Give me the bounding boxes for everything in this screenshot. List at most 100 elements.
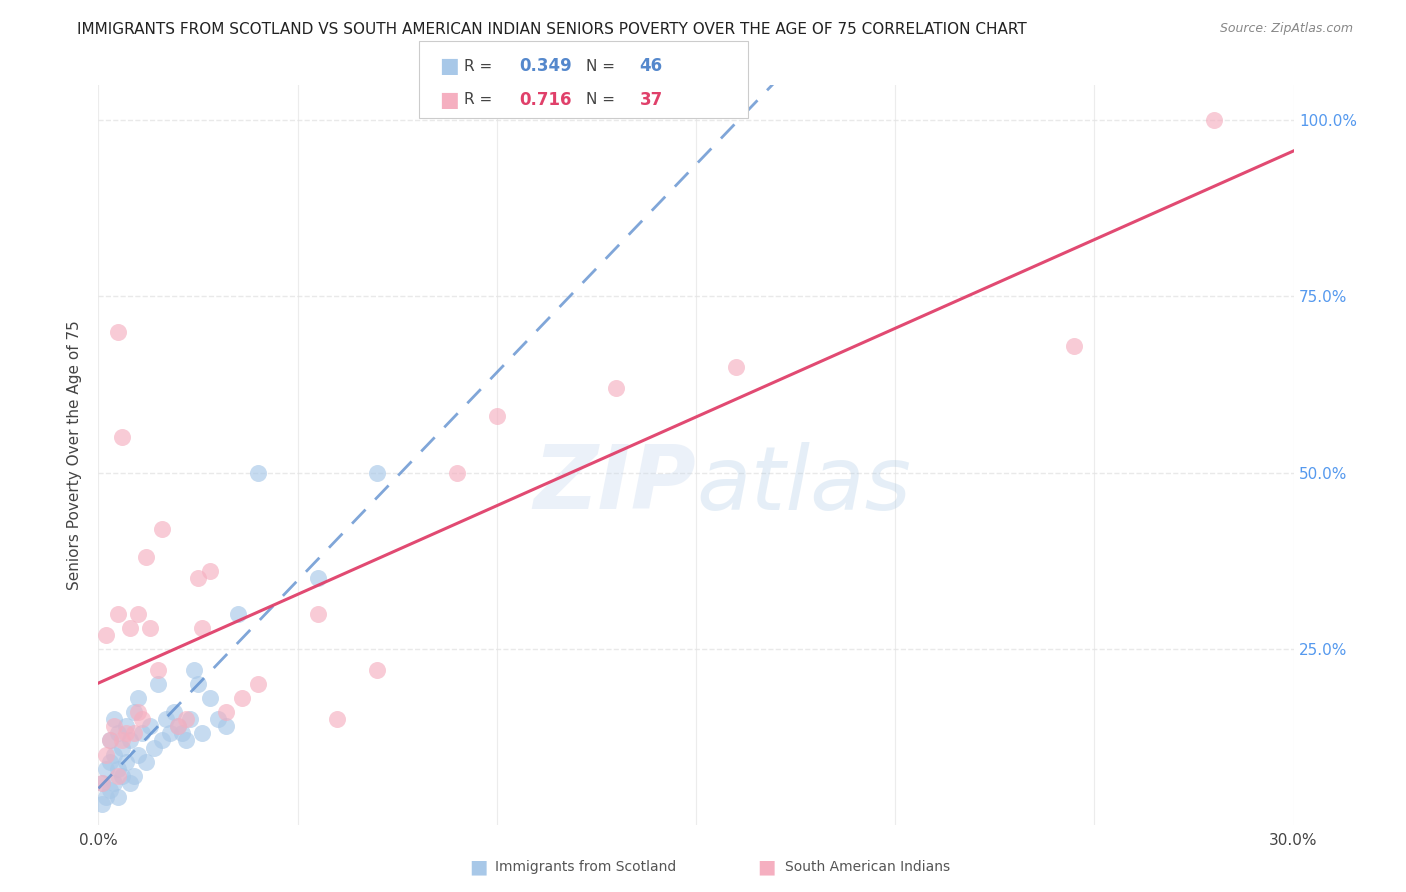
Point — [724, 359, 747, 374]
Text: ■: ■ — [468, 857, 488, 877]
Text: R =: R = — [464, 59, 498, 73]
Point — [167, 719, 190, 733]
Point — [115, 726, 138, 740]
Point — [135, 550, 157, 565]
Point — [231, 691, 253, 706]
Point — [124, 769, 146, 783]
Point — [183, 663, 205, 677]
Text: ■: ■ — [756, 857, 776, 877]
Point — [103, 719, 125, 733]
Point — [150, 733, 173, 747]
Point — [98, 782, 122, 797]
Point — [307, 607, 329, 621]
Point — [107, 726, 129, 740]
Point — [91, 776, 114, 790]
Point — [143, 740, 166, 755]
Point — [174, 712, 197, 726]
Point — [366, 663, 388, 677]
Point — [326, 712, 349, 726]
Point — [139, 621, 162, 635]
Point — [91, 797, 114, 811]
Point — [120, 621, 142, 635]
Point — [96, 747, 118, 762]
Point — [246, 677, 269, 691]
Point — [107, 789, 129, 804]
Point — [98, 755, 122, 769]
Text: atlas: atlas — [696, 442, 911, 527]
Text: South American Indians: South American Indians — [785, 860, 949, 874]
Point — [139, 719, 162, 733]
Text: N =: N = — [586, 93, 620, 107]
Point — [124, 726, 146, 740]
Point — [111, 740, 134, 755]
Text: ■: ■ — [439, 56, 458, 76]
Text: R =: R = — [464, 93, 498, 107]
Text: 0.716: 0.716 — [519, 91, 571, 109]
Point — [131, 712, 153, 726]
Point — [91, 776, 114, 790]
Text: ZIP: ZIP — [533, 441, 696, 528]
Point — [111, 733, 134, 747]
Point — [159, 726, 181, 740]
Point — [107, 762, 129, 776]
Point — [148, 677, 170, 691]
Point — [115, 719, 138, 733]
Point — [127, 691, 149, 706]
Point — [174, 733, 197, 747]
Point — [107, 325, 129, 339]
Point — [120, 733, 142, 747]
Point — [150, 522, 173, 536]
Point — [187, 571, 209, 585]
Text: ■: ■ — [439, 90, 458, 110]
Point — [98, 733, 122, 747]
Point — [98, 733, 122, 747]
Point — [127, 747, 149, 762]
Point — [246, 466, 269, 480]
Point — [131, 726, 153, 740]
Point — [111, 769, 134, 783]
Point — [167, 719, 190, 733]
Point — [111, 430, 134, 444]
Point — [191, 621, 214, 635]
Text: IMMIGRANTS FROM SCOTLAND VS SOUTH AMERICAN INDIAN SENIORS POVERTY OVER THE AGE O: IMMIGRANTS FROM SCOTLAND VS SOUTH AMERIC… — [77, 22, 1026, 37]
Point — [107, 607, 129, 621]
Point — [103, 776, 125, 790]
Point — [103, 712, 125, 726]
Point — [115, 755, 138, 769]
Point — [226, 607, 249, 621]
Point — [366, 466, 388, 480]
Text: 37: 37 — [640, 91, 664, 109]
Point — [155, 712, 177, 726]
Text: Source: ZipAtlas.com: Source: ZipAtlas.com — [1219, 22, 1353, 36]
Point — [198, 564, 221, 578]
Point — [307, 571, 329, 585]
Y-axis label: Seniors Poverty Over the Age of 75: Seniors Poverty Over the Age of 75 — [67, 320, 83, 590]
Point — [1063, 338, 1085, 352]
Text: N =: N = — [586, 59, 620, 73]
Point — [96, 789, 118, 804]
Text: 46: 46 — [640, 57, 662, 75]
Point — [148, 663, 170, 677]
Point — [124, 706, 146, 720]
Point — [215, 706, 238, 720]
Point — [127, 607, 149, 621]
Point — [187, 677, 209, 691]
Point — [107, 769, 129, 783]
Text: Immigrants from Scotland: Immigrants from Scotland — [495, 860, 676, 874]
Point — [605, 381, 627, 395]
Point — [198, 691, 221, 706]
Point — [96, 762, 118, 776]
Point — [485, 409, 508, 424]
Point — [120, 776, 142, 790]
Point — [191, 726, 214, 740]
Point — [179, 712, 201, 726]
Point — [127, 706, 149, 720]
Point — [96, 628, 118, 642]
Text: 0.349: 0.349 — [519, 57, 572, 75]
Point — [163, 706, 186, 720]
Point — [103, 747, 125, 762]
Point — [172, 726, 194, 740]
Point — [207, 712, 229, 726]
Point — [215, 719, 238, 733]
Point — [446, 466, 468, 480]
